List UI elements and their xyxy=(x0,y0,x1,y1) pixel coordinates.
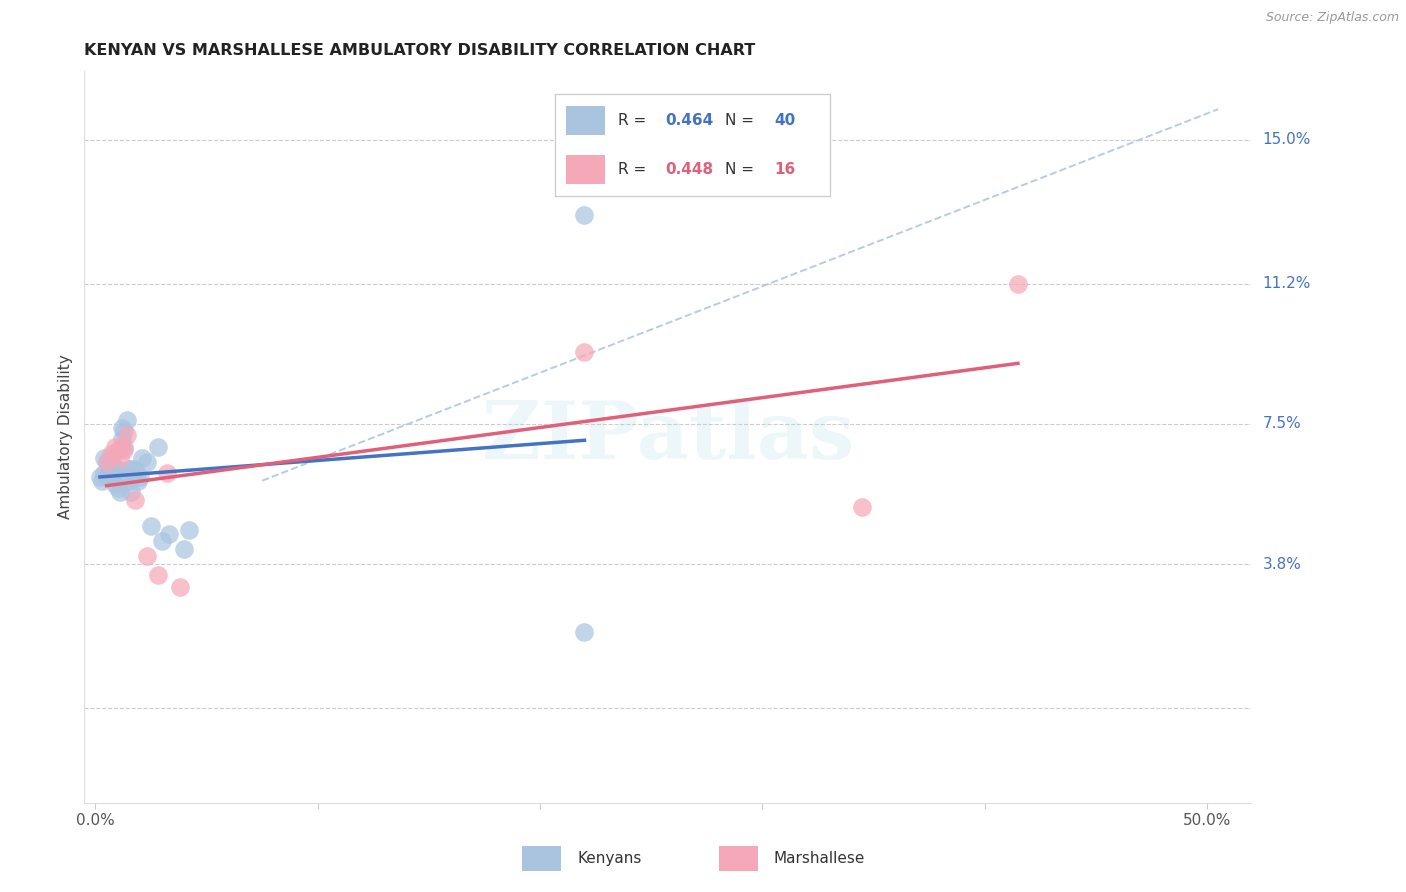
Point xyxy=(129,470,152,484)
Text: 16: 16 xyxy=(775,162,796,178)
Point xyxy=(1007,277,1029,291)
Point xyxy=(574,344,596,359)
Text: R =: R = xyxy=(619,112,651,128)
Point xyxy=(115,413,138,427)
Text: Kenyans: Kenyans xyxy=(576,851,641,866)
Point xyxy=(96,455,118,469)
Point xyxy=(108,485,131,500)
Point xyxy=(120,485,142,500)
Text: Source: ZipAtlas.com: Source: ZipAtlas.com xyxy=(1265,11,1399,24)
Text: ZIPatlas: ZIPatlas xyxy=(482,398,853,476)
Point xyxy=(108,450,131,465)
Point xyxy=(131,450,153,465)
Point xyxy=(93,450,115,465)
Point xyxy=(96,455,118,469)
FancyBboxPatch shape xyxy=(522,847,561,871)
Point xyxy=(100,450,122,465)
Text: 15.0%: 15.0% xyxy=(1263,132,1310,147)
Point xyxy=(118,462,141,476)
Point xyxy=(115,428,138,442)
FancyBboxPatch shape xyxy=(718,847,758,871)
Point xyxy=(111,432,134,446)
Text: 3.8%: 3.8% xyxy=(1263,557,1302,572)
Point xyxy=(111,440,134,454)
Point xyxy=(107,462,129,476)
Text: 7.5%: 7.5% xyxy=(1263,417,1301,432)
Point xyxy=(146,568,169,582)
Point xyxy=(122,470,145,484)
Point xyxy=(108,470,131,484)
Point xyxy=(112,443,135,458)
Point xyxy=(97,466,120,480)
Point xyxy=(851,500,873,515)
Point xyxy=(107,443,129,458)
Point xyxy=(135,455,157,469)
Point xyxy=(574,625,596,640)
Point xyxy=(146,440,169,454)
Point xyxy=(157,526,180,541)
Text: 0.448: 0.448 xyxy=(665,162,713,178)
Point xyxy=(574,208,596,222)
Text: Marshallese: Marshallese xyxy=(773,851,865,866)
Point xyxy=(89,470,111,484)
Point xyxy=(124,462,146,476)
Point xyxy=(100,462,122,476)
Point xyxy=(173,541,195,556)
Point xyxy=(112,425,135,439)
Point xyxy=(112,440,135,454)
Point xyxy=(100,447,122,461)
Point xyxy=(103,470,125,484)
Point xyxy=(120,462,142,476)
Text: R =: R = xyxy=(619,162,651,178)
Point xyxy=(107,481,129,495)
Y-axis label: Ambulatory Disability: Ambulatory Disability xyxy=(58,355,73,519)
Text: KENYAN VS MARSHALLESE AMBULATORY DISABILITY CORRELATION CHART: KENYAN VS MARSHALLESE AMBULATORY DISABIL… xyxy=(84,43,755,58)
Text: 40: 40 xyxy=(775,112,796,128)
Point xyxy=(177,523,200,537)
Point xyxy=(169,580,191,594)
Point xyxy=(139,519,162,533)
Point xyxy=(111,420,134,434)
FancyBboxPatch shape xyxy=(567,106,605,135)
Point xyxy=(104,477,127,491)
Text: N =: N = xyxy=(725,112,759,128)
Text: 11.2%: 11.2% xyxy=(1263,277,1310,291)
Point xyxy=(103,458,125,473)
Text: 0.464: 0.464 xyxy=(665,112,713,128)
Point xyxy=(104,440,127,454)
Point xyxy=(118,474,141,488)
Point xyxy=(91,474,114,488)
Text: N =: N = xyxy=(725,162,759,178)
Point xyxy=(104,462,127,476)
Point xyxy=(93,466,115,480)
FancyBboxPatch shape xyxy=(567,155,605,184)
Point xyxy=(96,470,118,484)
Point xyxy=(124,492,146,507)
Point xyxy=(127,474,149,488)
Point xyxy=(135,549,157,564)
Point xyxy=(155,466,177,480)
Point xyxy=(150,534,173,549)
